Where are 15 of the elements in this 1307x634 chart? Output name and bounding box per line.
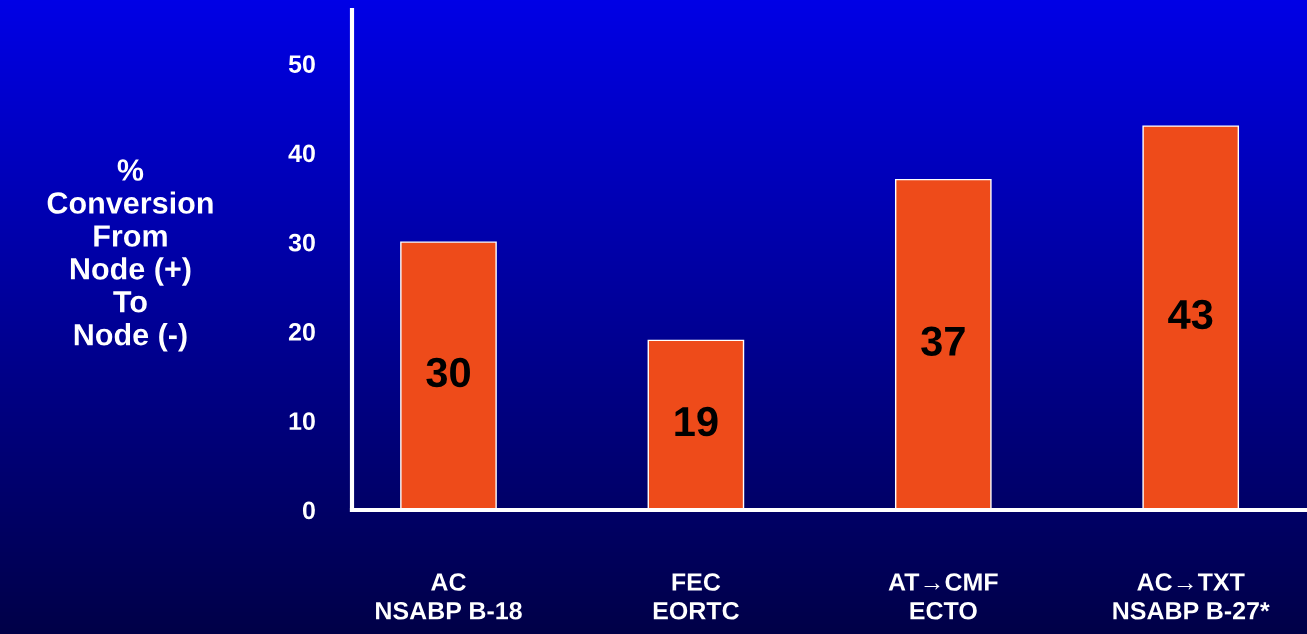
data-label: 37 [921,326,965,357]
x-tick-label: AC→TXT NSABP B-27* [1113,573,1270,620]
y-tick-label: 10 [289,412,315,431]
y-tick-label: 20 [288,323,315,341]
data-label: 19 [675,406,718,437]
y-tick-label: 30 [288,233,315,252]
data-label: 30 [426,357,470,388]
data-label: 43 [1168,299,1213,330]
y-tick-label: 50 [288,55,315,73]
x-tick-label: AT→CMF ECTO [888,573,998,620]
y-tick-label: 0 [302,501,315,520]
y-tick-label: 40 [288,144,315,163]
x-tick-label: FEC EORTC [653,573,739,620]
y-axis-title: % Conversion From Node (+) To Node (-) [47,159,213,352]
x-tick-label: AC NSABP B-18 [376,573,522,620]
